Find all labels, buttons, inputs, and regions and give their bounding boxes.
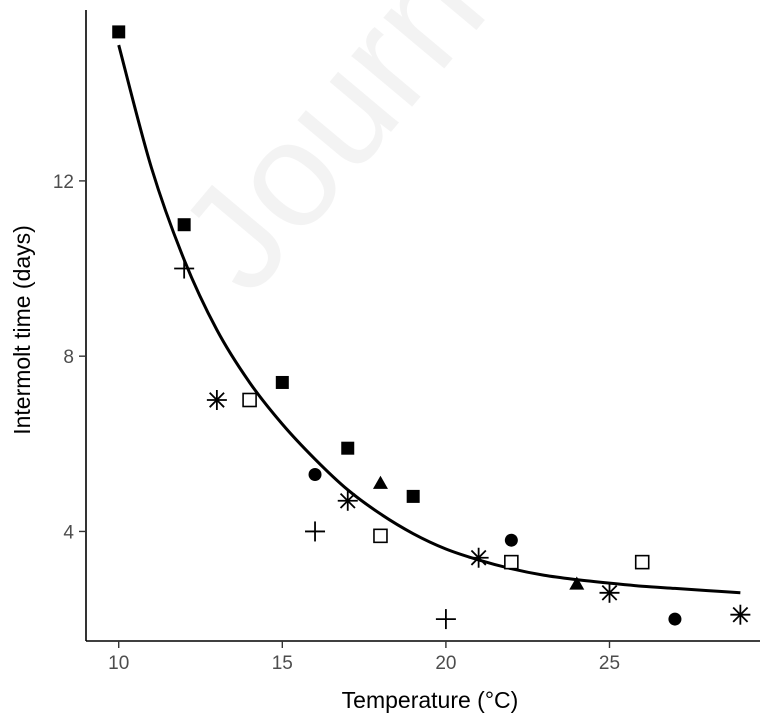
marker-filled-square [406, 489, 420, 503]
y-tick-label: 12 [53, 172, 74, 193]
data-point-asterisk [730, 604, 751, 625]
axis-ticks: 10 15 20 25 4 8 12 [53, 172, 620, 674]
x-tick-label: 20 [435, 653, 456, 674]
y-axis-title: Intermolt time (days) [9, 225, 35, 435]
marker-filled-square [177, 218, 191, 232]
data-point-filled-circle [308, 467, 322, 481]
data-point-asterisk [206, 389, 227, 410]
data-point-open-square [504, 554, 519, 570]
data-point-plus [174, 258, 195, 279]
plot-area [112, 25, 751, 630]
marker-filled-circle [308, 467, 322, 481]
data-point-filled-triangle [372, 475, 388, 489]
data-point-plus [305, 521, 326, 542]
data-point-filled-circle [504, 533, 518, 547]
data-point-asterisk [468, 547, 489, 568]
marker-asterisk-d2 [470, 549, 487, 566]
y-tick-label: 4 [63, 522, 74, 543]
marker-open-square [634, 554, 650, 570]
marker-filled-circle [504, 533, 518, 547]
marker-filled-square [341, 441, 355, 455]
fit-curve [117, 44, 741, 595]
marker-asterisk-d2 [601, 584, 618, 601]
marker-filled-circle [668, 612, 682, 626]
marker-asterisk-d2 [209, 392, 225, 408]
marker-open-square [373, 528, 388, 544]
marker-filled-square [275, 375, 289, 389]
marker-asterisk-d2 [339, 492, 356, 509]
x-tick-label: 10 [108, 653, 129, 674]
marker-open-square [504, 554, 519, 570]
data-point-filled-square [177, 218, 191, 232]
data-point-filled-square [406, 489, 420, 503]
data-point-filled-circle [668, 612, 682, 626]
marker-filled-square [112, 25, 126, 39]
y-tick-label: 8 [63, 347, 74, 368]
data-point-open-square [634, 554, 650, 570]
marker-asterisk-d2 [732, 606, 749, 623]
data-point-filled-triangle [569, 576, 585, 590]
data-point-plus [435, 609, 456, 630]
watermark: Journal Pre-proof [146, 0, 768, 321]
marker-open-square [242, 392, 257, 408]
x-tick-label: 25 [599, 653, 620, 674]
x-tick-label: 15 [272, 653, 293, 674]
data-point-asterisk [599, 582, 620, 603]
data-point-open-square [242, 392, 257, 408]
data-point-filled-square [275, 375, 289, 389]
marker-filled-triangle [372, 475, 388, 489]
marker-filled-triangle [569, 576, 585, 590]
data-point-filled-square [112, 25, 126, 39]
x-axis-title: Temperature (°C) [342, 687, 519, 713]
data-point-open-square [373, 528, 388, 544]
data-point-asterisk [337, 490, 358, 511]
data-point-filled-square [341, 441, 355, 455]
